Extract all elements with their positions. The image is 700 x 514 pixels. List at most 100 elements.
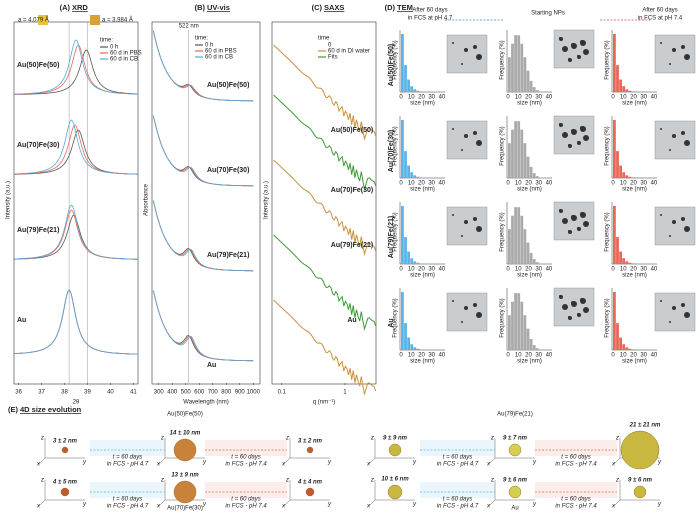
particle	[681, 217, 685, 221]
arrow-label: t = 60 days	[561, 455, 591, 461]
x-axis-label: q (nm⁻¹)	[313, 400, 336, 406]
histogram-bar	[628, 176, 632, 178]
arrow-label: in FCS - pH 4.7	[437, 504, 479, 510]
histogram-bar	[622, 172, 626, 178]
histogram-bar	[616, 65, 619, 92]
particle	[452, 128, 454, 130]
x-tick-label: 1000	[247, 390, 261, 396]
y-axis-label: Frequency (%)	[605, 126, 611, 165]
particle	[660, 128, 662, 130]
histogram-bar	[619, 79, 622, 92]
histogram-bar	[404, 151, 407, 178]
histogram-bar	[529, 80, 533, 92]
histogram-bar	[619, 165, 622, 178]
legend-label: 60 d in DI water	[328, 49, 370, 55]
histogram-bar	[613, 120, 616, 178]
histogram-bar	[613, 34, 616, 92]
axis-letter: x	[156, 504, 161, 510]
histogram-bar	[401, 206, 404, 264]
particle	[684, 54, 690, 60]
particle	[562, 304, 568, 310]
histogram-bar	[413, 347, 417, 350]
x-tick-label: 900	[235, 390, 246, 396]
size-label: 13 ± 9 nm	[171, 473, 199, 479]
uvvis-curve	[152, 290, 254, 362]
x-tick-label: 20	[418, 181, 425, 187]
x-tick-label: 40	[546, 267, 553, 273]
axes-glyph	[613, 480, 660, 507]
particle	[473, 131, 477, 135]
histogram-bar	[407, 79, 410, 92]
histogram-bar	[539, 349, 542, 350]
x-tick-label: 0	[399, 353, 403, 359]
legend-title: time:	[100, 38, 113, 44]
y-axis-label: Absorbance	[144, 183, 150, 216]
histogram-bar	[416, 262, 420, 264]
histogram-bar	[622, 258, 626, 264]
histogram-bar	[532, 87, 536, 92]
histogram-bar	[625, 89, 629, 92]
x-tick-label: 0	[611, 267, 615, 273]
x-tick-label: 0	[399, 95, 403, 101]
x-tick-label: 30	[535, 267, 542, 273]
x-tick-label: 30	[640, 95, 647, 101]
legend-label: Fits	[328, 55, 338, 61]
histogram-bar	[539, 91, 542, 92]
x-tick-label: 0	[506, 353, 510, 359]
x-tick-label: 40	[107, 390, 114, 396]
x-tick-label: 500	[181, 390, 192, 396]
axes-glyph	[283, 480, 330, 507]
axis-letter: y	[532, 460, 537, 466]
panel-label: (E)	[8, 405, 19, 414]
histogram-bar	[523, 57, 527, 92]
x-tick-label: 40	[651, 95, 658, 101]
size-label: 3 ± 2 nm	[298, 439, 323, 445]
x-tick-label: 20	[525, 267, 532, 273]
histogram-bar	[628, 262, 632, 264]
y-axis-label: Frequency (%)	[393, 212, 399, 251]
axis-letter: x	[366, 462, 371, 468]
nanoparticle	[173, 480, 197, 504]
particle	[568, 144, 572, 148]
x-tick-label: 30	[535, 95, 542, 101]
histogram-bar	[413, 261, 417, 264]
particle	[684, 140, 690, 146]
particle	[562, 132, 568, 138]
histogram-bar	[407, 251, 410, 264]
axis-letter: y	[657, 502, 662, 508]
y-axis-label: Frequency (%)	[393, 126, 399, 165]
micrograph	[446, 34, 488, 74]
axis-letter: x	[36, 504, 41, 510]
arrow-label: t = 60 days	[443, 497, 473, 503]
x-tick-label: 41	[130, 390, 137, 396]
legend-label: 60 d in CB	[205, 55, 233, 61]
histogram-bar	[532, 259, 536, 264]
x-axis-label: size (nm)	[622, 359, 647, 365]
size-label: 21 ± 21 nm	[629, 423, 661, 429]
column-header: in FCS at pH 7.4	[638, 16, 683, 22]
x-tick-label: 20	[525, 95, 532, 101]
xrd-curve	[14, 119, 138, 175]
particle	[586, 310, 588, 312]
x-tick-label: 10	[515, 95, 522, 101]
particle	[565, 221, 567, 223]
axis-letter: z	[40, 436, 44, 442]
nanoparticle	[620, 430, 660, 470]
axis-letter: z	[370, 436, 374, 442]
x-tick-label: 40	[651, 267, 658, 273]
unit-cell	[90, 15, 100, 25]
arrow-label: t = 60 days	[113, 455, 143, 461]
axis-letter: y	[412, 502, 417, 508]
histogram-bar	[523, 315, 527, 350]
axis-letter: z	[370, 478, 374, 484]
y-axis-label: Frequency (%)	[393, 40, 399, 79]
axis-letter: y	[82, 460, 87, 466]
lattice-label: a = 4.079 Å	[18, 17, 49, 24]
axis-letter: x	[156, 462, 161, 468]
axis-letter: x	[611, 462, 616, 468]
histogram-bar	[404, 323, 407, 350]
micrograph	[446, 120, 488, 160]
x-tick-label: 30	[535, 353, 542, 359]
panel-name: SAXS	[324, 3, 344, 12]
